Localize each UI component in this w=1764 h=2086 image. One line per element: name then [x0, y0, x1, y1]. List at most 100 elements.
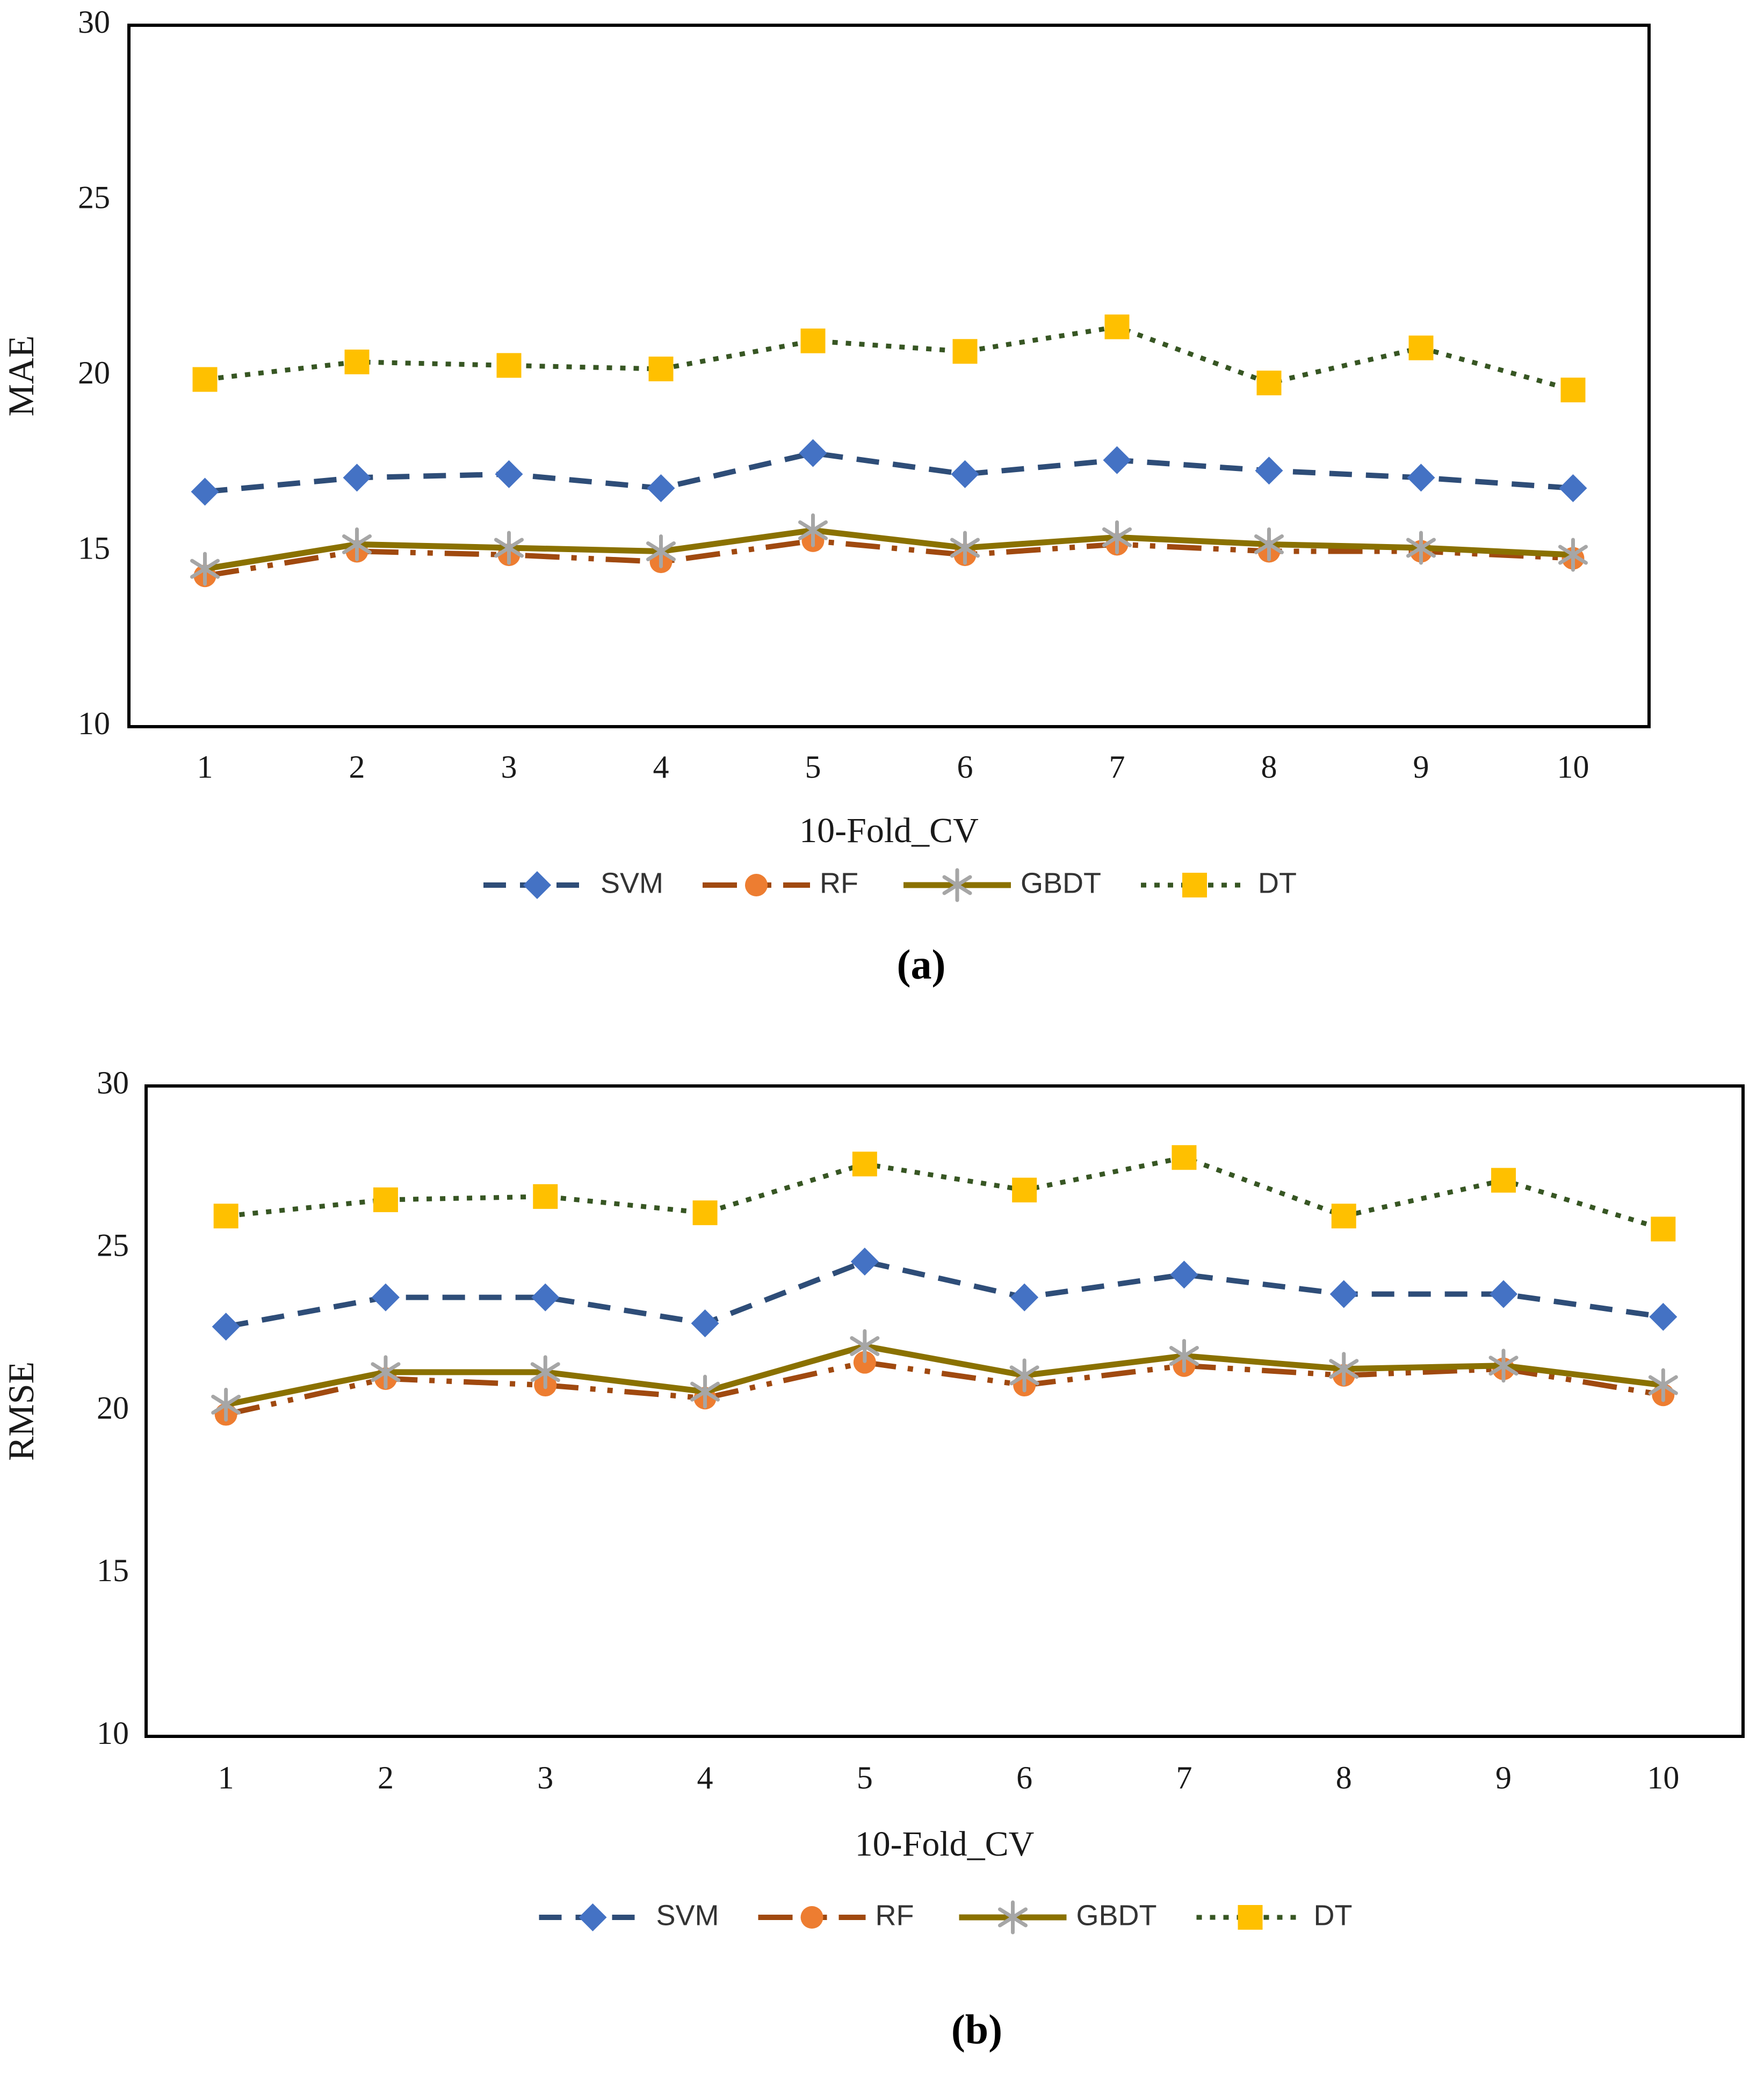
marker-dt-9	[1491, 1168, 1516, 1193]
legend-item-rf: RF	[703, 867, 858, 899]
x-tick-label: 6	[957, 749, 973, 785]
legend-item-dt: DT	[1196, 1899, 1353, 1931]
x-axis-title: 10-Fold_CV	[855, 1824, 1035, 1864]
marker-svm-8	[1329, 1280, 1358, 1308]
marker-dt-2	[344, 349, 370, 374]
marker-svm-5	[799, 439, 827, 467]
x-tick-label: 1	[197, 749, 213, 785]
y-tick-label: 20	[97, 1390, 129, 1425]
legend-label-gbdt: GBDT	[1076, 1899, 1157, 1931]
marker-svm-7	[1170, 1261, 1198, 1289]
x-tick-label: 10	[1557, 749, 1589, 785]
marker-gbdt-5	[850, 1336, 880, 1356]
marker-dt-3	[533, 1184, 558, 1209]
y-tick-label: 25	[97, 1228, 129, 1263]
y-tick-label: 10	[97, 1715, 129, 1751]
marker-gbdt-1	[211, 1394, 241, 1415]
marker-dt-4	[648, 356, 674, 381]
x-tick-label: 9	[1413, 749, 1429, 785]
x-tick-label: 1	[218, 1760, 234, 1795]
marker-dt-7	[1172, 1145, 1197, 1170]
plot-border	[127, 24, 1651, 728]
marker-svm-6	[1010, 1283, 1039, 1312]
legend-item-dt: DT	[1141, 867, 1297, 899]
series-line-dt	[226, 1155, 1664, 1232]
series-line-gbdt	[204, 527, 1573, 572]
marker-gbdt-3	[530, 1362, 560, 1382]
y-axis-title: RMSE	[1, 1361, 41, 1461]
legend-label-svm: SVM	[656, 1899, 719, 1931]
marker-gbdt-1	[190, 559, 220, 579]
legend-label-dt: DT	[1314, 1899, 1353, 1931]
marker-dt-6	[952, 339, 978, 364]
marker-svm-6	[951, 460, 979, 488]
marker-dt-8	[1256, 371, 1282, 396]
marker-gbdt-3	[494, 538, 524, 558]
legend-swatch-marker-svm	[579, 1903, 607, 1931]
marker-svm-2	[343, 463, 371, 492]
marker-dt-1	[213, 1204, 238, 1229]
x-tick-label: 6	[1016, 1760, 1032, 1795]
x-axis-title: 10-Fold_CV	[799, 811, 979, 850]
marker-gbdt-2	[371, 1362, 401, 1382]
y-tick-label: 25	[78, 179, 110, 215]
x-tick-label: 8	[1336, 1760, 1352, 1795]
marker-svm-9	[1490, 1280, 1518, 1308]
legend-label-dt: DT	[1258, 867, 1297, 899]
marker-dt-8	[1331, 1204, 1356, 1229]
series-line-rf	[204, 538, 1573, 579]
marker-gbdt-7	[1169, 1346, 1199, 1366]
x-tick-label: 2	[349, 749, 365, 785]
legend-swatch-marker-gbdt	[942, 875, 972, 895]
marker-svm-8	[1255, 457, 1283, 485]
legend-label-rf: RF	[876, 1899, 914, 1931]
y-tick-label: 30	[97, 1065, 129, 1100]
marker-dt-10	[1651, 1216, 1676, 1242]
marker-svm-10	[1559, 474, 1587, 502]
x-tick-label: 4	[697, 1760, 713, 1795]
marker-svm-1	[212, 1313, 240, 1341]
marker-gbdt-8	[1254, 534, 1284, 554]
legend-swatch-marker-rf	[800, 1906, 823, 1929]
x-tick-label: 3	[537, 1760, 553, 1795]
marker-svm-10	[1649, 1302, 1678, 1331]
legend: SVM RF GBDT DT	[539, 1899, 1353, 1935]
legend-swatch-marker-svm	[523, 871, 551, 899]
marker-gbdt-7	[1102, 527, 1132, 547]
caption-b: (b)	[951, 2006, 1002, 2053]
legend-item-rf: RF	[758, 1899, 914, 1931]
legend-swatch-marker-dt	[1182, 873, 1207, 897]
legend-item-svm: SVM	[539, 1899, 719, 1931]
marker-svm-3	[531, 1283, 560, 1312]
legend-swatch-marker-dt	[1238, 1905, 1263, 1930]
marker-svm-4	[647, 474, 675, 502]
marker-dt-6	[1012, 1177, 1037, 1203]
marker-dt-10	[1560, 378, 1586, 403]
series-line-svm	[225, 1258, 1664, 1329]
series-line-rf	[225, 1359, 1664, 1417]
legend: SVM RF GBDT DT	[483, 867, 1297, 902]
marker-dt-5	[852, 1151, 877, 1177]
series-line-dt	[204, 324, 1574, 393]
y-tick-label: 20	[78, 355, 110, 390]
legend-item-gbdt: GBDT	[959, 1899, 1157, 1935]
marker-dt-7	[1104, 314, 1130, 339]
legend-swatch-marker-rf	[745, 874, 768, 896]
marker-gbdt-6	[1009, 1365, 1039, 1386]
marker-gbdt-4	[690, 1381, 720, 1402]
legend-item-gbdt: GBDT	[903, 867, 1101, 902]
marker-gbdt-4	[646, 541, 676, 561]
chart-a: 10 15 20 25 30 1 2 3 4 5 6 7 8 9 10 10-Fold_CV MAE SVM RF G…	[1, 4, 1651, 988]
marker-gbdt-10	[1558, 545, 1588, 565]
x-tick-label: 9	[1495, 1760, 1512, 1795]
legend-label-svm: SVM	[601, 867, 663, 899]
legend-label-gbdt: GBDT	[1021, 867, 1101, 899]
marker-gbdt-9	[1488, 1356, 1519, 1376]
y-axis-title: MAE	[1, 335, 41, 416]
marker-gbdt-2	[342, 534, 372, 554]
legend-item-svm: SVM	[483, 867, 663, 899]
marker-dt-3	[496, 353, 522, 378]
y-tick-label: 15	[78, 530, 110, 566]
